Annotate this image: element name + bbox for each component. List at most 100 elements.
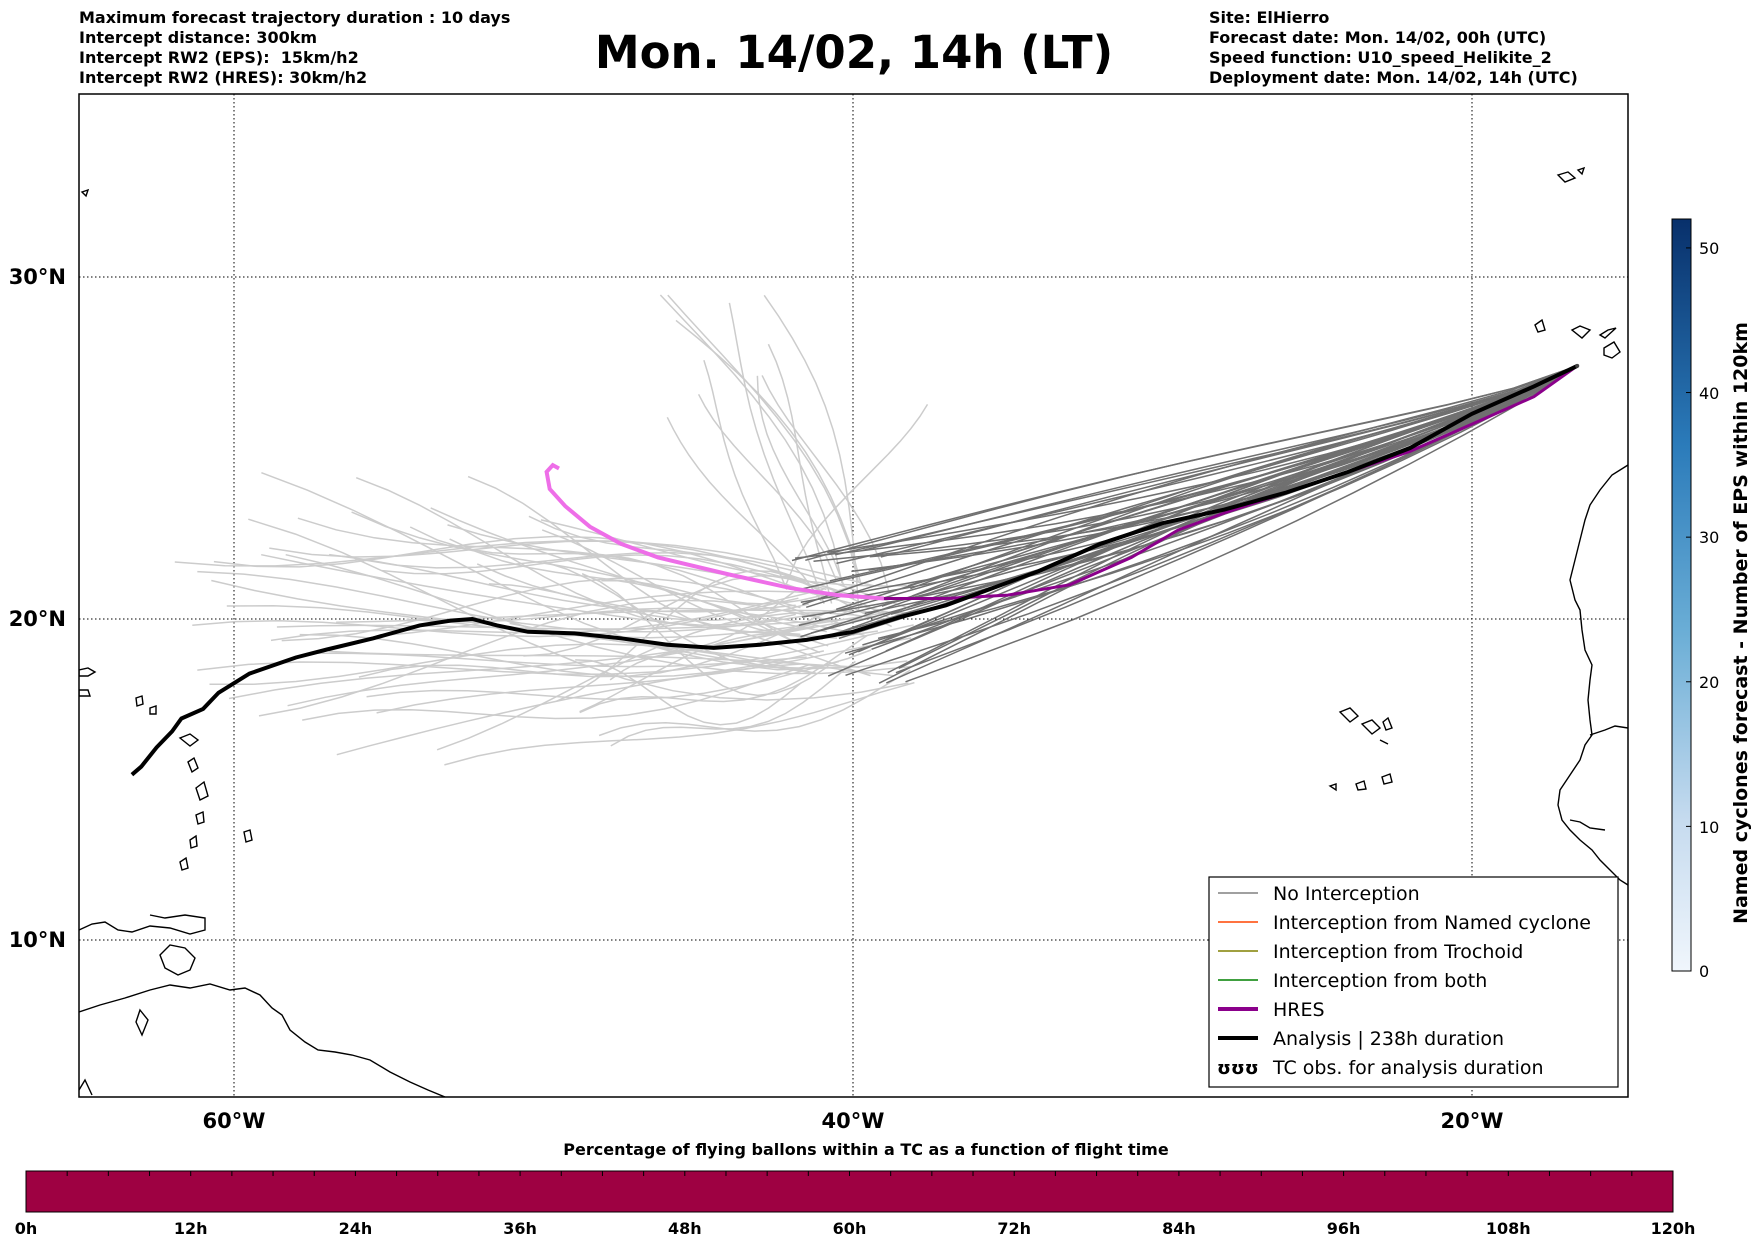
eps-trajectory bbox=[703, 359, 788, 590]
eps-trajectory bbox=[488, 583, 809, 622]
colorbar-bottom: Percentage of flying ballons within a TC… bbox=[15, 1140, 1696, 1238]
eps-trajectory bbox=[666, 416, 822, 602]
eps-trajectory bbox=[258, 599, 839, 717]
colorbar-bottom-ticks bbox=[25, 1171, 1674, 1176]
coastline-africa-guinea bbox=[1569, 819, 1606, 831]
map-frame bbox=[78, 93, 1629, 1098]
colorbar-right-tick-40: 40 bbox=[1699, 384, 1719, 403]
colorbar-bottom-tick-96h: 96h bbox=[1327, 1219, 1361, 1238]
page-title: Mon. 14/02, 14h (LT) bbox=[594, 26, 1114, 79]
legend-item-named-cyclone: Interception from Named cyclone bbox=[1218, 912, 1591, 934]
eps-trajectory bbox=[767, 343, 833, 604]
eps-trajectory bbox=[728, 302, 825, 605]
eps-trajectory bbox=[476, 563, 871, 677]
coastline-antilles-11 bbox=[79, 689, 91, 697]
lat-label-10n: 10°N bbox=[9, 928, 66, 952]
eps-trajectory bbox=[351, 511, 829, 647]
legend-label-named-cyclone: Interception from Named cyclone bbox=[1273, 912, 1591, 934]
legend-label-both: Interception from both bbox=[1273, 970, 1487, 992]
eps-trajectory bbox=[598, 669, 911, 737]
eps-trajectory bbox=[881, 365, 1578, 607]
coastline-antilles-2 bbox=[187, 756, 199, 774]
legend-box bbox=[1208, 876, 1619, 1088]
eps-trajectory bbox=[667, 294, 860, 583]
colorbar-right-ticks bbox=[1686, 247, 1691, 972]
eps-trajectory bbox=[261, 553, 838, 639]
legend-item-tc-obs: ʊʊʊ TC obs. for analysis duration bbox=[1217, 1057, 1544, 1079]
coastline-south-america bbox=[79, 983, 446, 1097]
eps-trajectory bbox=[285, 553, 911, 675]
colorbar-bottom-bar bbox=[25, 1170, 1674, 1213]
coastline-canary-2 bbox=[1570, 325, 1592, 339]
coastline-canary-1 bbox=[1598, 327, 1617, 339]
coastline-cape-verde-4 bbox=[1381, 773, 1393, 785]
eps-trajectory bbox=[543, 560, 872, 671]
colorbar-bottom-tick-24h: 24h bbox=[339, 1219, 373, 1238]
eps-trajectory bbox=[880, 365, 1578, 558]
colorbar-bottom-tick-108h: 108h bbox=[1486, 1219, 1531, 1238]
eps-trajectory bbox=[575, 659, 802, 726]
coastline-north-coast bbox=[79, 1078, 93, 1096]
legend: No Interception Interception from Named … bbox=[1208, 876, 1619, 1088]
colorbar-right-gradient bbox=[1671, 218, 1692, 972]
tc-symbol-icon: ʊʊʊ bbox=[1217, 1058, 1259, 1079]
eps-trajectory bbox=[675, 319, 862, 583]
legend-label-hres: HRES bbox=[1273, 999, 1325, 1021]
coastline-antilles-10 bbox=[79, 667, 97, 677]
header-deployment-date: Deployment date: Mon. 14/02, 14h (UTC) bbox=[1209, 68, 1578, 87]
coastline-cape-verde-6 bbox=[1328, 783, 1337, 792]
colorbar-bottom-tick-72h: 72h bbox=[997, 1219, 1031, 1238]
eps-trajectory bbox=[328, 553, 796, 613]
eps-trajectory bbox=[299, 633, 825, 678]
colorbar-right: 0 10 20 30 40 50 Named cyclones forecast… bbox=[1671, 218, 1752, 981]
coastline-cape-verde-1 bbox=[1338, 707, 1360, 723]
colorbar-right-tick-20: 20 bbox=[1699, 673, 1719, 692]
eps-trajectory bbox=[761, 375, 890, 594]
legend-item-no-interception: No Interception bbox=[1218, 883, 1420, 905]
latitude-labels: 30°N 20°N 10°N bbox=[9, 265, 66, 952]
legend-label-no-interception: No Interception bbox=[1273, 883, 1420, 905]
header-site: Site: ElHierro bbox=[1209, 8, 1330, 27]
eps-trajectory bbox=[659, 294, 843, 584]
eps-trajectory bbox=[449, 538, 821, 654]
coastline-africa-senegal bbox=[1589, 725, 1628, 736]
coastline-antilles-7 bbox=[243, 829, 253, 843]
coastlines bbox=[79, 166, 1628, 1097]
coastline-trinidad bbox=[135, 1008, 149, 1037]
colorbar-right-tick-50: 50 bbox=[1699, 239, 1719, 258]
colorbar-bottom-tick-120h: 120h bbox=[1651, 1219, 1696, 1238]
eps-trajectory bbox=[836, 365, 1578, 565]
legend-item-hres: HRES bbox=[1218, 999, 1325, 1021]
eps-trajectory bbox=[579, 632, 801, 713]
header-intercept-eps: Intercept RW2 (EPS): 15km/h2 bbox=[79, 48, 359, 67]
colorbar-right-tick-10: 10 bbox=[1699, 818, 1719, 837]
coastline-madeira-2 bbox=[1576, 166, 1586, 176]
site-marker-elhierro bbox=[1575, 363, 1580, 368]
colorbar-right-label: Named cyclones forecast - Number of EPS … bbox=[1730, 322, 1752, 924]
eps-trajectory bbox=[174, 539, 877, 588]
colorbar-bottom-tick-12h: 12h bbox=[174, 1219, 208, 1238]
colorbar-bottom-tick-36h: 36h bbox=[503, 1219, 537, 1238]
coastline-cape-verde-5 bbox=[1355, 780, 1367, 791]
colorbar-bottom-tick-60h: 60h bbox=[833, 1219, 867, 1238]
colorbar-right-tick-0: 0 bbox=[1699, 962, 1709, 981]
eps-trajectory bbox=[579, 634, 868, 714]
eps-trajectory bbox=[444, 681, 915, 766]
eps-trajectory bbox=[336, 663, 802, 756]
colorbar-bottom-tick-48h: 48h bbox=[668, 1219, 702, 1238]
eps-trajectory bbox=[269, 540, 863, 600]
eps-trajectory bbox=[336, 609, 907, 624]
header-info-right: Site: ElHierro Forecast date: Mon. 14/02… bbox=[1209, 8, 1578, 88]
eps-trajectory bbox=[376, 637, 912, 714]
eps-trajectory bbox=[899, 365, 1578, 634]
coastline-antilles-5 bbox=[189, 834, 198, 849]
eps-trajectory bbox=[756, 375, 845, 587]
legend-label-trochoid: Interception from Trochoid bbox=[1273, 941, 1523, 963]
header-max-duration: Maximum forecast trajectory duration : 1… bbox=[79, 8, 511, 27]
eps-trajectory bbox=[802, 365, 1578, 606]
eps-trajectory bbox=[905, 365, 1578, 683]
eps-trajectory bbox=[910, 365, 1578, 590]
coastline-cape-verde-7 bbox=[1382, 716, 1393, 731]
coastline-antilles-3 bbox=[195, 780, 209, 801]
colorbar-bottom-tick-0h: 0h bbox=[15, 1219, 38, 1238]
